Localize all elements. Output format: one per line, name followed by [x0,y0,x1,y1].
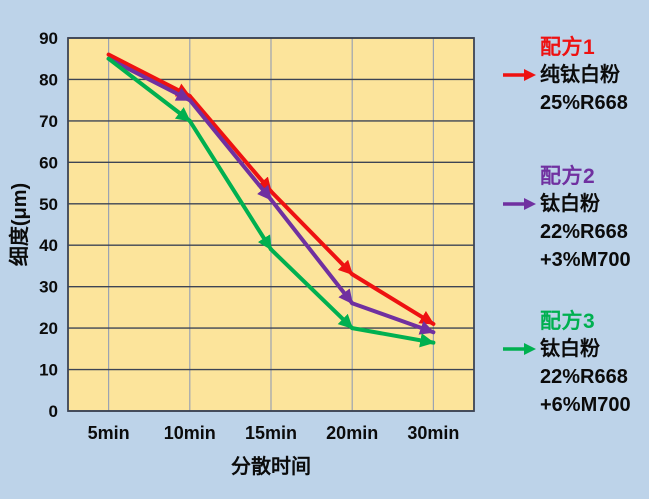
series-segment [187,94,273,194]
series-segment [106,56,192,123]
x-tick-label: 10min [164,423,216,443]
x-tick-label: 30min [407,423,459,443]
series-segment [269,189,355,277]
y-tick-label: 0 [49,402,58,421]
y-tick-label: 80 [39,70,58,89]
y-axis-title: 细度(μm) [7,183,31,266]
x-tick-label: 20min [326,423,378,443]
x-axis-title: 分散时间 [231,454,311,478]
x-tick-label: 15min [245,423,297,443]
y-tick-label: 70 [39,112,58,131]
series-segment [350,326,436,348]
y-tick-label: 30 [39,278,58,297]
series-2 [106,56,436,335]
y-tick-label: 60 [39,153,58,172]
series-segment [350,272,436,326]
y-tick-label: 40 [39,236,58,255]
x-tick-label: 5min [88,423,130,443]
plot-border [67,37,475,412]
series-segment [106,56,192,103]
series-segment [187,98,273,202]
y-tick-label: 10 [39,361,58,380]
series-segment [350,301,436,335]
y-tick-label: 90 [39,29,58,48]
series-segment [269,197,355,306]
series-segment [187,118,273,252]
y-tick-label: 20 [39,319,58,338]
series-3 [106,56,436,348]
series-segment [269,247,355,331]
y-tick-label: 50 [39,195,58,214]
